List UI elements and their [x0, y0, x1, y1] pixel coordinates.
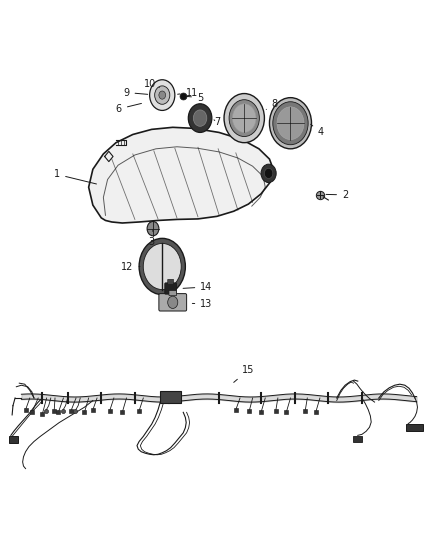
- Text: 9: 9: [124, 87, 148, 98]
- Circle shape: [224, 94, 265, 143]
- Circle shape: [168, 296, 178, 309]
- FancyBboxPatch shape: [159, 294, 187, 311]
- Text: 11: 11: [177, 87, 198, 98]
- Circle shape: [277, 107, 304, 140]
- FancyBboxPatch shape: [168, 279, 173, 285]
- Circle shape: [188, 104, 212, 132]
- Text: 5: 5: [186, 93, 203, 103]
- Circle shape: [269, 98, 311, 149]
- FancyBboxPatch shape: [169, 290, 177, 296]
- Circle shape: [139, 238, 185, 295]
- Circle shape: [261, 164, 276, 183]
- Text: 2: 2: [326, 190, 348, 200]
- Text: 14: 14: [183, 282, 212, 292]
- Text: 8: 8: [266, 99, 278, 109]
- FancyBboxPatch shape: [9, 437, 18, 443]
- Polygon shape: [88, 127, 274, 223]
- Circle shape: [273, 102, 308, 145]
- Circle shape: [155, 86, 170, 104]
- Text: 15: 15: [234, 365, 254, 382]
- Text: 12: 12: [121, 262, 140, 271]
- Circle shape: [233, 104, 256, 132]
- Text: 4: 4: [311, 124, 324, 138]
- Circle shape: [265, 168, 273, 179]
- Circle shape: [193, 110, 207, 126]
- Circle shape: [147, 222, 159, 236]
- Circle shape: [159, 91, 166, 99]
- FancyBboxPatch shape: [165, 283, 177, 294]
- Circle shape: [143, 244, 181, 289]
- Text: 3: 3: [148, 230, 155, 247]
- Circle shape: [229, 100, 259, 136]
- Text: 13: 13: [192, 299, 212, 309]
- Text: 6: 6: [116, 103, 141, 114]
- Text: 10: 10: [144, 79, 159, 89]
- Text: 7: 7: [214, 117, 220, 127]
- Text: 1: 1: [54, 169, 96, 184]
- FancyBboxPatch shape: [160, 391, 181, 402]
- FancyBboxPatch shape: [353, 436, 362, 442]
- Circle shape: [150, 80, 175, 110]
- FancyBboxPatch shape: [406, 424, 423, 431]
